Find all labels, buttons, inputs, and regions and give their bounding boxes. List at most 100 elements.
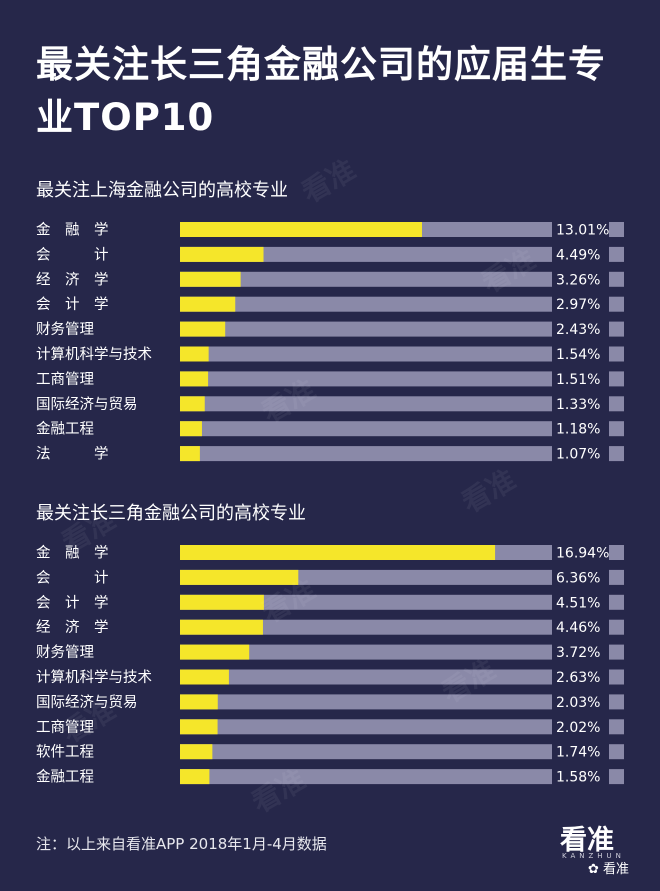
- bar-track: [180, 669, 552, 685]
- wechat-account: ✿ 看准: [588, 858, 629, 877]
- bar: [180, 619, 263, 635]
- category-label: 金 融 学: [36, 545, 109, 562]
- bar-track: [180, 594, 552, 610]
- bar-track: [180, 719, 552, 735]
- bar: [180, 669, 229, 685]
- bar: [180, 644, 250, 660]
- source-note: 注：以上来自看准APP 2018年1月-4月数据: [36, 835, 327, 853]
- value-label: 2.97%: [556, 297, 600, 313]
- bar-track: [180, 321, 552, 337]
- brand-logo-subtitle: KANZHUN: [562, 852, 625, 860]
- category-label: 软件工程: [36, 744, 94, 761]
- category-label: 会 计 学: [36, 296, 109, 313]
- category-label: 国际经济与贸易: [36, 694, 138, 711]
- value-label: 1.33%: [556, 397, 600, 413]
- bar-track: [180, 446, 552, 462]
- category-label: 财务管理: [36, 321, 94, 338]
- bar-track: [180, 769, 552, 785]
- bar: [180, 222, 422, 237]
- chart-1-title: 最关注上海金融公司的高校专业: [36, 180, 288, 201]
- bar: [180, 396, 205, 412]
- bar-end-marker: [609, 296, 624, 312]
- category-label: 工商管理: [36, 719, 94, 736]
- bar-track: [180, 296, 552, 312]
- bar: [180, 271, 241, 287]
- value-label: 4.46%: [556, 620, 600, 636]
- bar: [180, 371, 209, 387]
- value-label: 2.03%: [556, 695, 600, 711]
- category-label: 会 计: [36, 569, 109, 586]
- bar-end-marker: [609, 271, 624, 287]
- bar-end-marker: [609, 421, 624, 437]
- value-label: 16.94%: [556, 546, 609, 562]
- bar-end-marker: [609, 396, 624, 412]
- value-label: 3.26%: [556, 272, 600, 288]
- bar-track: [180, 421, 552, 437]
- bar-track: [180, 346, 552, 362]
- bar: [180, 346, 209, 362]
- category-label: 法 学: [36, 446, 109, 463]
- chart-2-title: 最关注长三角金融公司的高校专业: [36, 503, 306, 524]
- bar: [180, 744, 213, 760]
- category-label: 财务管理: [36, 644, 94, 661]
- bar: [180, 694, 218, 710]
- bar: [180, 246, 264, 262]
- category-label: 计算机科学与技术: [36, 346, 152, 363]
- bar: [180, 594, 264, 610]
- bar-end-marker: [609, 644, 624, 660]
- value-label: 1.51%: [556, 372, 600, 388]
- bar-end-marker: [609, 694, 624, 710]
- bar: [180, 446, 200, 462]
- value-label: 2.02%: [556, 720, 600, 736]
- bar-end-marker: [609, 246, 624, 262]
- category-label: 会 计 学: [36, 594, 109, 611]
- value-label: 1.18%: [556, 422, 600, 438]
- page-title: 最关注长三角金融公司的应届生专业TOP10: [36, 43, 606, 139]
- bar-track: [180, 246, 552, 262]
- value-label: 13.01%: [556, 223, 609, 239]
- category-label: 会 计: [36, 246, 109, 263]
- bar-end-marker: [609, 669, 624, 685]
- bar-end-marker: [609, 569, 624, 585]
- bar: [180, 321, 226, 337]
- category-label: 经 济 学: [36, 619, 109, 636]
- bar-track: [180, 694, 552, 710]
- wechat-icon: ✿: [588, 862, 599, 877]
- value-label: 4.51%: [556, 595, 600, 611]
- bar-track: [180, 271, 552, 287]
- category-label: 金 融 学: [36, 222, 109, 239]
- category-label: 工商管理: [36, 371, 94, 388]
- value-label: 2.63%: [556, 670, 600, 686]
- bar-end-marker: [609, 744, 624, 760]
- category-label: 金融工程: [36, 769, 94, 786]
- bar-track: [180, 619, 552, 635]
- bar-end-marker: [609, 346, 624, 362]
- bar-end-marker: [609, 619, 624, 635]
- value-label: 6.36%: [556, 570, 600, 586]
- value-label: 1.07%: [556, 447, 600, 463]
- category-label: 计算机科学与技术: [36, 669, 152, 686]
- bar: [180, 421, 202, 437]
- brand-logo: 看准: [560, 825, 614, 856]
- bar-track: [180, 396, 552, 412]
- value-label: 4.49%: [556, 247, 600, 263]
- bar: [180, 569, 299, 585]
- bar: [180, 296, 236, 312]
- category-label: 经 济 学: [36, 271, 109, 288]
- bar-end-marker: [609, 222, 624, 237]
- bar: [180, 545, 496, 560]
- bar: [180, 769, 210, 785]
- bar-track: [180, 744, 552, 760]
- bar-end-marker: [609, 371, 624, 387]
- value-label: 1.54%: [556, 347, 600, 363]
- category-label: 国际经济与贸易: [36, 396, 138, 413]
- bar-end-marker: [609, 594, 624, 610]
- bar-track: [180, 371, 552, 387]
- bar-end-marker: [609, 719, 624, 735]
- value-label: 1.58%: [556, 770, 600, 786]
- value-label: 1.74%: [556, 745, 600, 761]
- bar-end-marker: [609, 545, 624, 560]
- value-label: 2.43%: [556, 322, 600, 338]
- category-label: 金融工程: [36, 421, 94, 438]
